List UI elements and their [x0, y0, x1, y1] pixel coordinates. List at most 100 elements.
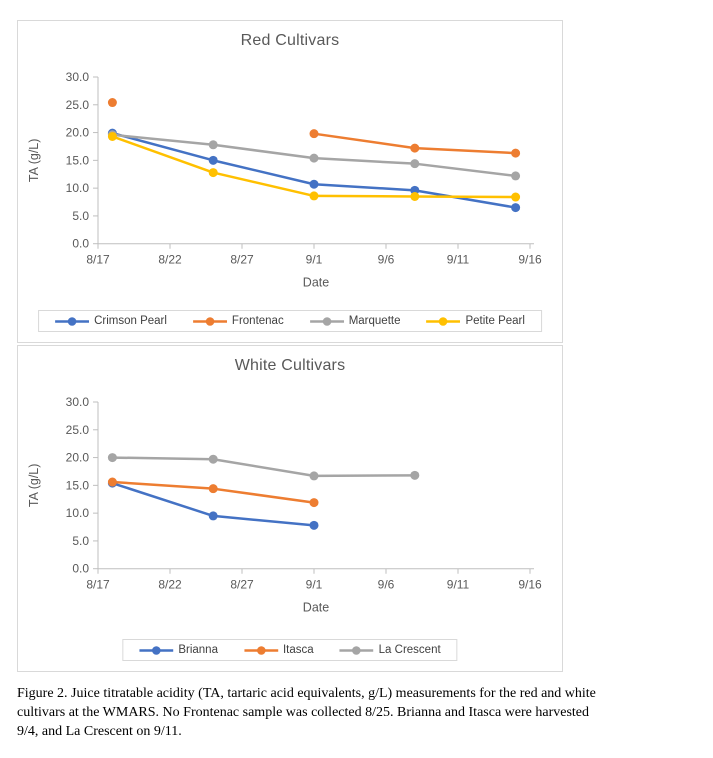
legend-line-marker-swatch — [55, 316, 90, 326]
legend-item-la-crescent: La Crescent — [339, 644, 441, 656]
legend-swatch-dot — [322, 316, 332, 326]
legend-swatch-dot — [152, 645, 161, 655]
y-tick-label: 20.0 — [66, 126, 90, 140]
y-tick-label: 15.0 — [66, 478, 90, 492]
legend-label: Brianna — [178, 644, 218, 656]
series-petite-pearl — [107, 131, 521, 202]
data-point — [309, 520, 319, 530]
y-tick-label: 30.0 — [66, 70, 90, 84]
data-point — [107, 477, 117, 487]
legend-item-frontenac: Frontenac — [192, 315, 284, 327]
data-point — [107, 131, 117, 141]
data-point — [107, 453, 117, 463]
legend-item-marquette: Marquette — [309, 315, 401, 327]
y-tick-label: 15.0 — [66, 153, 90, 167]
x-tick-label: 8/27 — [230, 578, 254, 592]
y-tick-label: 25.0 — [66, 423, 90, 437]
white-chart-plot-area: 0.0 5.0 10.0 15.0 20.0 25.0 30.0 8/17 8/22 8/27 9/… — [27, 395, 542, 615]
x-tick-label: 9/1 — [306, 253, 323, 267]
y-tick-label: 5.0 — [72, 534, 89, 548]
legend-item-petite-pearl: Petite Pearl — [426, 315, 525, 327]
legend-label: Itasca — [282, 644, 314, 656]
x-tick-label: 9/1 — [306, 578, 323, 592]
legend-swatch-dot — [256, 645, 266, 655]
x-tick-label: 9/6 — [378, 578, 395, 592]
x-tick-label: 9/16 — [518, 253, 542, 267]
data-point — [410, 159, 420, 169]
x-tick-label: 9/16 — [518, 578, 542, 592]
data-point — [208, 454, 218, 464]
legend-line-marker-swatch — [139, 645, 174, 655]
series-itasca — [107, 477, 319, 508]
data-point — [309, 179, 319, 189]
x-tick-label: 8/22 — [158, 253, 182, 267]
red-chart-title: Red Cultivars — [240, 32, 340, 49]
white-chart-title: White Cultivars — [234, 357, 346, 374]
y-tick-label: 0.0 — [72, 237, 89, 251]
y-tick-label: 20.0 — [66, 451, 90, 465]
red-chart-legend: Crimson Pearl Frontenac Marquette Petite Pe… — [38, 310, 542, 332]
x-tick-label: 8/17 — [86, 578, 110, 592]
legend-line-marker-swatch — [309, 316, 344, 326]
figure-caption: Figure 2. Juice titratable acidity (TA, … — [17, 684, 705, 741]
data-point — [208, 511, 218, 521]
data-point — [309, 191, 319, 201]
y-tick-label: 25.0 — [66, 98, 90, 112]
data-point — [410, 470, 420, 480]
legend-label: Crimson Pearl — [94, 315, 167, 327]
legend-swatch-dot — [67, 316, 77, 326]
legend-label: La Crescent — [378, 644, 441, 656]
legend-swatch-dot — [439, 316, 448, 326]
data-point — [309, 153, 319, 163]
figure-caption-line: Figure 2. Juice titratable acidity (TA, … — [17, 686, 596, 701]
legend-line-marker-swatch — [339, 645, 374, 655]
x-axis-title: Date — [303, 601, 329, 615]
y-tick-label: 10.0 — [66, 181, 90, 195]
white-cultivars-chart: White Cultivars 0.0 5.0 10.0 15.0 20.0 25.0 30… — [17, 345, 563, 672]
series-marquette — [107, 130, 521, 181]
legend-label: Frontenac — [231, 315, 284, 327]
white-chart-legend: Brianna Itasca La Crescent — [122, 639, 458, 661]
legend-item-crimson-pearl: Crimson Pearl — [55, 315, 167, 327]
y-tick-label: 10.0 — [66, 506, 90, 520]
y-axis-title: TA (g/L) — [27, 139, 41, 183]
legend-label: Marquette — [348, 315, 401, 327]
data-point — [511, 148, 521, 158]
data-point — [511, 192, 521, 202]
data-point — [208, 484, 218, 494]
data-point — [309, 498, 319, 508]
red-cultivars-chart: Red Cultivars 0.0 5.0 10.0 15.0 20.0 25.0 30.0… — [17, 20, 563, 343]
x-tick-label: 8/17 — [86, 253, 110, 267]
y-tick-label: 30.0 — [66, 395, 90, 409]
legend-swatch-dot — [352, 645, 361, 655]
data-point — [208, 140, 218, 150]
x-tick-label: 8/27 — [230, 253, 254, 267]
data-point — [410, 191, 420, 201]
series-frontenac — [107, 98, 521, 158]
data-point — [208, 168, 218, 178]
y-axis-title: TA (g/L) — [27, 464, 41, 508]
legend-line-marker-swatch — [192, 316, 227, 326]
x-tick-label: 9/11 — [447, 253, 470, 267]
red-chart-plot-area: 0.0 5.0 10.0 15.0 20.0 25.0 30.0 8/17 8/22 8/27 9/… — [27, 70, 542, 290]
figure-caption-line: cultivars at the WMARS. No Frontenac sam… — [17, 705, 590, 720]
data-point — [309, 129, 319, 139]
data-point — [309, 471, 319, 481]
y-tick-label: 5.0 — [72, 209, 89, 223]
legend-line-marker-swatch — [426, 316, 461, 326]
x-tick-label: 9/6 — [378, 253, 395, 267]
legend-line-marker-swatch — [243, 645, 278, 655]
figure-caption-line: 9/4, and La Crescent on 9/11. — [17, 724, 182, 739]
legend-item-brianna: Brianna — [139, 644, 218, 656]
legend-swatch-dot — [205, 316, 215, 326]
data-point — [107, 98, 117, 108]
data-point — [511, 203, 521, 213]
data-point — [410, 143, 420, 153]
y-tick-label: 0.0 — [72, 562, 89, 576]
legend-item-itasca: Itasca — [243, 644, 314, 656]
x-axis-title: Date — [303, 276, 329, 290]
x-tick-label: 8/22 — [158, 578, 182, 592]
data-point — [511, 171, 521, 181]
legend-label: Petite Pearl — [465, 315, 525, 327]
x-tick-label: 9/11 — [447, 578, 470, 592]
